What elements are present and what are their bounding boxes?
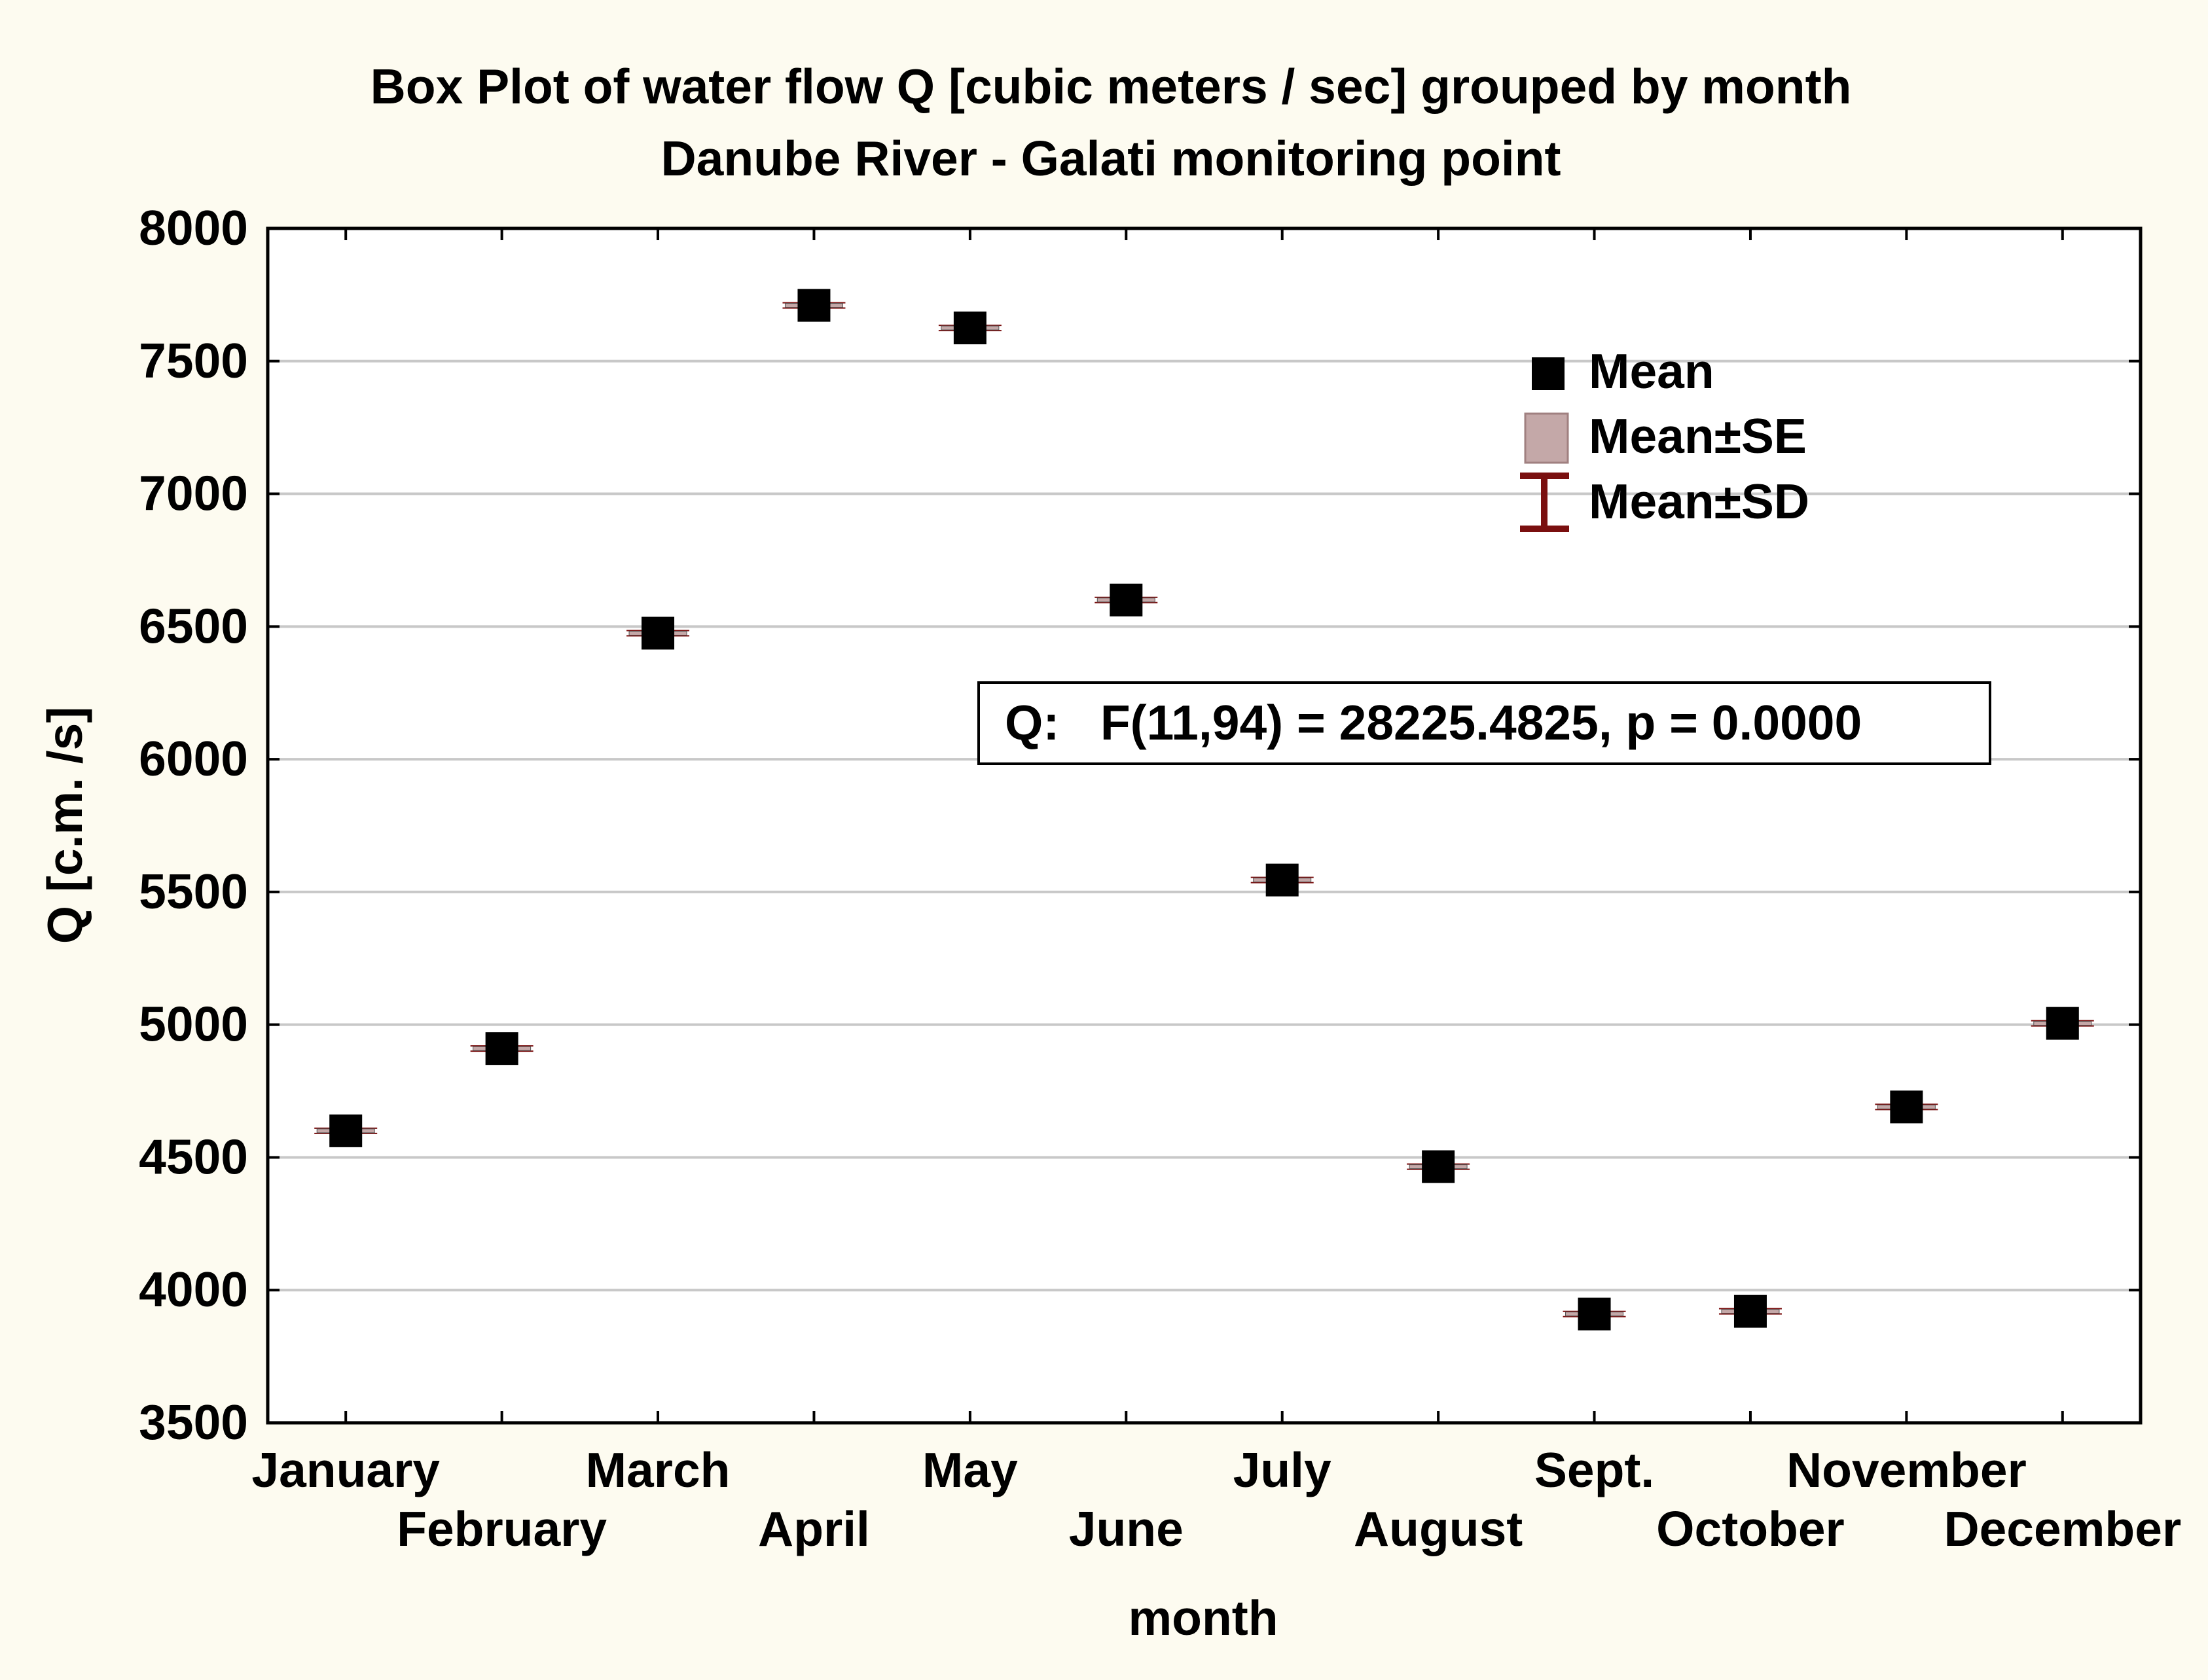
x-tick-label: December: [1944, 1501, 2181, 1556]
mean-marker: [1422, 1150, 1455, 1183]
x-tick-label: June: [1069, 1501, 1184, 1556]
y-tick-label: 5000: [139, 997, 248, 1052]
chart-title: Box Plot of water flow Q [cubic meters /…: [371, 59, 1852, 114]
mean-marker: [1733, 1295, 1767, 1328]
mean-marker: [953, 312, 986, 345]
legend-mean-label: Mean: [1589, 344, 1714, 399]
mean-marker: [642, 617, 675, 650]
x-axis-label: month: [1128, 1590, 1278, 1645]
mean-marker: [1578, 1297, 1611, 1331]
x-tick-label: November: [1786, 1442, 2027, 1497]
y-tick-label: 6500: [139, 598, 248, 653]
plot-frame: [266, 226, 2143, 1425]
y-tick-label: 7000: [139, 466, 248, 521]
legend-sd-label: Mean±SD: [1589, 474, 1809, 529]
data-marks: [314, 289, 2094, 1331]
y-tick-label: 5500: [139, 864, 248, 919]
mean-marker: [1110, 583, 1143, 617]
chart-subtitle: Danube River - Galati monitoring point: [661, 131, 1561, 186]
x-tick-label: February: [397, 1501, 607, 1556]
y-tick-label: 3500: [139, 1395, 248, 1450]
legend-mean-swatch: [1532, 357, 1565, 390]
stats-annotation-text: Q: F(11,94) = 28225.4825, p = 0.0000: [1005, 695, 1862, 750]
x-tick-label: October: [1656, 1501, 1845, 1556]
legend-sd-swatch: [1520, 473, 1569, 532]
y-tick-label: 4000: [139, 1262, 248, 1317]
legend-se-label: Mean±SE: [1589, 408, 1807, 463]
y-axis-label: Q [c.m. /s]: [37, 707, 92, 944]
x-tick-label: Sept.: [1534, 1442, 1654, 1497]
y-tick-label: 4500: [139, 1129, 248, 1184]
x-tick-label: August: [1354, 1501, 1523, 1556]
legend-se-swatch: [1524, 412, 1569, 464]
mean-marker: [1265, 863, 1299, 897]
stats-annotation: Q: F(11,94) = 28225.4825, p = 0.0000: [977, 681, 1991, 765]
mean-marker: [485, 1032, 518, 1065]
legend: Mean Mean±SE Mean±SD: [1520, 344, 1809, 532]
mean-marker: [329, 1114, 363, 1147]
x-tick-label: May: [922, 1442, 1018, 1497]
plot-background: [268, 228, 2141, 1423]
x-tick-label: January: [251, 1442, 440, 1497]
grid-lines: [268, 359, 2141, 1292]
y-tick-label: 6000: [139, 731, 248, 786]
x-tick-label: March: [586, 1442, 731, 1497]
y-axis-ticks: 3500 4000 4500 5000 5500 6000 6500 7000 7500 8000: [139, 200, 2141, 1450]
mean-marker: [1890, 1090, 1923, 1124]
stats-annotation-box: [977, 681, 1991, 765]
x-tick-label: July: [1233, 1442, 1331, 1497]
x-tick-label: April: [758, 1501, 870, 1556]
y-tick-label: 8000: [139, 200, 248, 255]
mean-marker: [2046, 1007, 2079, 1040]
mean-marker: [797, 289, 831, 322]
y-tick-label: 7500: [139, 333, 248, 388]
